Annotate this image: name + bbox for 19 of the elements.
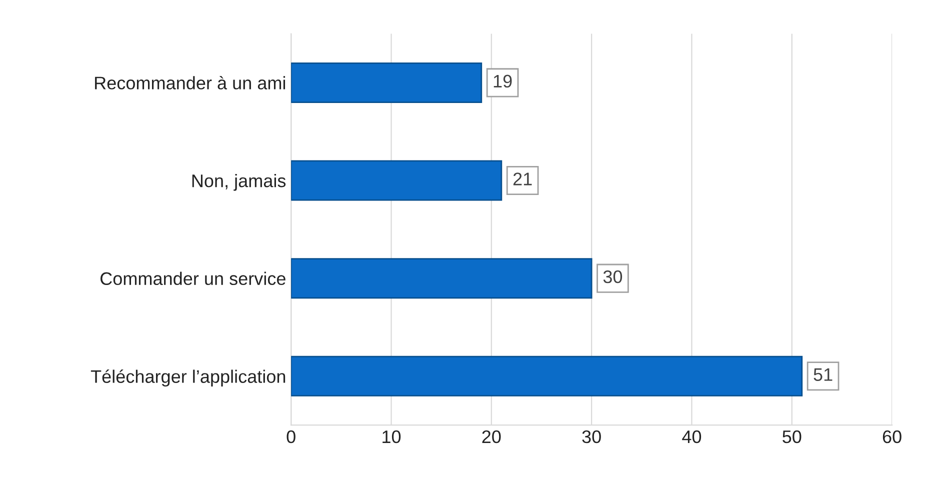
x-tick-label: 20 bbox=[482, 430, 501, 444]
y-tick-label: Recommander à un ami bbox=[95, 76, 286, 90]
x-tick-label: 30 bbox=[582, 430, 601, 444]
bar bbox=[291, 258, 592, 299]
y-tick-label: Commander un service bbox=[100, 272, 286, 286]
x-tick-label: 0 bbox=[286, 430, 296, 444]
data-label: 51 bbox=[814, 368, 832, 381]
data-label: 21 bbox=[513, 172, 532, 186]
bar bbox=[291, 62, 482, 103]
data-label: 19 bbox=[494, 74, 512, 88]
x-tick-label: 10 bbox=[382, 430, 401, 444]
y-tick-label: Non, jamais bbox=[192, 174, 286, 191]
bar bbox=[291, 356, 803, 396]
x-tick-label: 40 bbox=[682, 430, 702, 444]
x-tick-label: 60 bbox=[882, 430, 902, 444]
x-tick-label: 50 bbox=[782, 430, 802, 444]
y-tick-label: Télécharger l’application bbox=[90, 369, 286, 387]
bar bbox=[291, 160, 502, 201]
data-label: 30 bbox=[603, 270, 622, 284]
